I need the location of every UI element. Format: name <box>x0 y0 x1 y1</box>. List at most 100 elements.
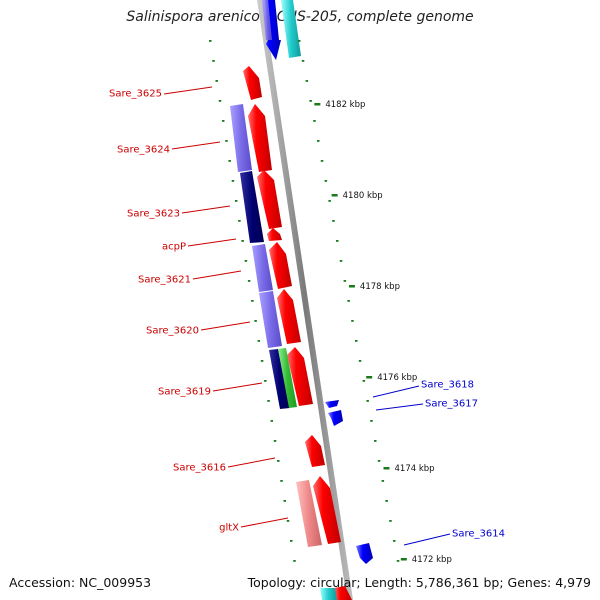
ruler-dot <box>362 380 366 382</box>
ruler-dot <box>241 240 244 242</box>
gene-leader-line <box>227 457 276 468</box>
gene-leader-line <box>240 517 289 528</box>
kbp-tick <box>314 103 321 106</box>
gene-leader-line <box>163 86 213 95</box>
cds-sare-3623 <box>257 170 282 229</box>
kbp-tick <box>366 376 373 379</box>
ruler-dot <box>301 60 305 62</box>
ruler-dot <box>251 300 254 302</box>
ruler-dot <box>332 220 335 222</box>
ruler-dot <box>234 200 238 202</box>
gene-label: gltX <box>219 523 239 534</box>
cds-sare-3619 <box>287 347 313 406</box>
gene-leader-line <box>212 382 263 392</box>
gene-label: Sare_3617 <box>425 399 478 410</box>
ruler-dot <box>393 540 396 542</box>
ruler-dot <box>396 560 400 562</box>
kbp-tick-label: 4174 kbp <box>395 464 435 474</box>
gene-label: Sare_3625 <box>109 89 162 100</box>
ruler-dot <box>254 320 257 322</box>
gene-leader-line <box>192 270 242 280</box>
kbp-tick-label: 4176 kbp <box>377 373 417 383</box>
ruler-dot <box>355 340 358 342</box>
cds-top-purple <box>262 0 272 40</box>
ruler-dot <box>370 420 373 422</box>
gene-leader-line <box>200 321 251 331</box>
cds-sare-3617 <box>328 410 343 426</box>
ruler-dot <box>244 260 248 262</box>
cds-sare-3620 <box>277 289 301 344</box>
hit-block-7 <box>296 480 322 547</box>
ruler-dot <box>358 360 362 362</box>
ruler-dot <box>381 480 385 482</box>
ruler-dot <box>374 440 377 442</box>
ruler-dot <box>257 340 261 342</box>
ruler-dot <box>320 160 324 162</box>
ruler-dot <box>264 380 267 382</box>
forward-gene-labels: Sare_3625 Sare_3624 Sare_3623 acpP Sare_3621… <box>109 86 289 534</box>
kbp-tick <box>331 194 338 197</box>
ruler-dot <box>298 40 301 42</box>
hit-block-4 <box>259 291 282 348</box>
ruler-dot <box>290 540 293 542</box>
hit-block-6 <box>278 348 297 408</box>
ruler-dot <box>270 420 274 422</box>
cds-sare-3618 <box>325 400 339 408</box>
ruler-dot <box>317 140 320 142</box>
hit-block-8 <box>320 588 337 600</box>
ruler-dot <box>351 320 354 322</box>
ruler-dot <box>283 500 287 502</box>
kbp-tick-label: 4180 kbp <box>343 191 383 201</box>
ruler-dot <box>385 500 388 502</box>
gene-label: Sare_3624 <box>117 145 170 156</box>
ruler-dot <box>215 80 218 82</box>
gene-leader-line <box>187 238 237 247</box>
gene-label: Sare_3621 <box>138 275 191 286</box>
cds-top-cyan <box>281 0 301 58</box>
ruler-dot <box>336 240 339 242</box>
accession-text: Accession: NC_009953 <box>9 575 152 590</box>
map-title: Salinispora arenicola CNS-205, complete … <box>126 9 474 25</box>
cds-acpp <box>267 228 282 241</box>
gene-leader-line <box>375 403 424 411</box>
ruler-dot <box>231 180 235 182</box>
hit-block-1 <box>230 104 252 172</box>
kbp-tick <box>400 558 407 561</box>
genome-backbone <box>257 0 353 600</box>
kbp-tick-label: 4182 kbp <box>325 100 365 110</box>
ruler-dot <box>377 460 381 462</box>
ruler-dot <box>286 520 290 522</box>
ruler-dot <box>267 400 270 402</box>
gene-label: Sare_3619 <box>158 387 211 398</box>
gene-label: Sare_3620 <box>146 326 199 337</box>
gene-label: Sare_3618 <box>421 380 474 391</box>
ruler-dot <box>247 280 251 282</box>
topology-text: Topology: circular; Length: 5,786,361 bp… <box>247 575 591 590</box>
gene-leader-line <box>403 533 451 546</box>
cds-sare-3624 <box>248 104 272 172</box>
ruler-dot <box>347 300 350 302</box>
ruler-dot <box>221 120 225 122</box>
ruler-dot <box>260 360 264 362</box>
ruler-dot <box>209 40 212 42</box>
ruler-dot <box>313 120 316 122</box>
ruler-dot <box>343 280 347 282</box>
kbp-tick <box>348 285 355 288</box>
ruler-dot <box>218 100 222 102</box>
ruler-dot <box>328 200 331 202</box>
ruler-dot <box>293 560 296 562</box>
gene-label: Sare_3614 <box>452 529 505 540</box>
cds-bottom-red <box>334 586 352 600</box>
gene-leader-line <box>372 385 420 398</box>
ruler-dots-right <box>298 40 400 562</box>
ruler-dot <box>309 100 312 102</box>
cds-sare-3621 <box>269 242 292 289</box>
ruler-dot <box>225 140 228 142</box>
cds-gltx <box>313 476 341 544</box>
hit-block-5 <box>269 349 290 409</box>
gene-label: Sare_3623 <box>127 209 180 220</box>
ruler-dot <box>228 160 231 162</box>
ruler-dot <box>366 400 369 402</box>
gene-label: acpP <box>162 242 186 253</box>
